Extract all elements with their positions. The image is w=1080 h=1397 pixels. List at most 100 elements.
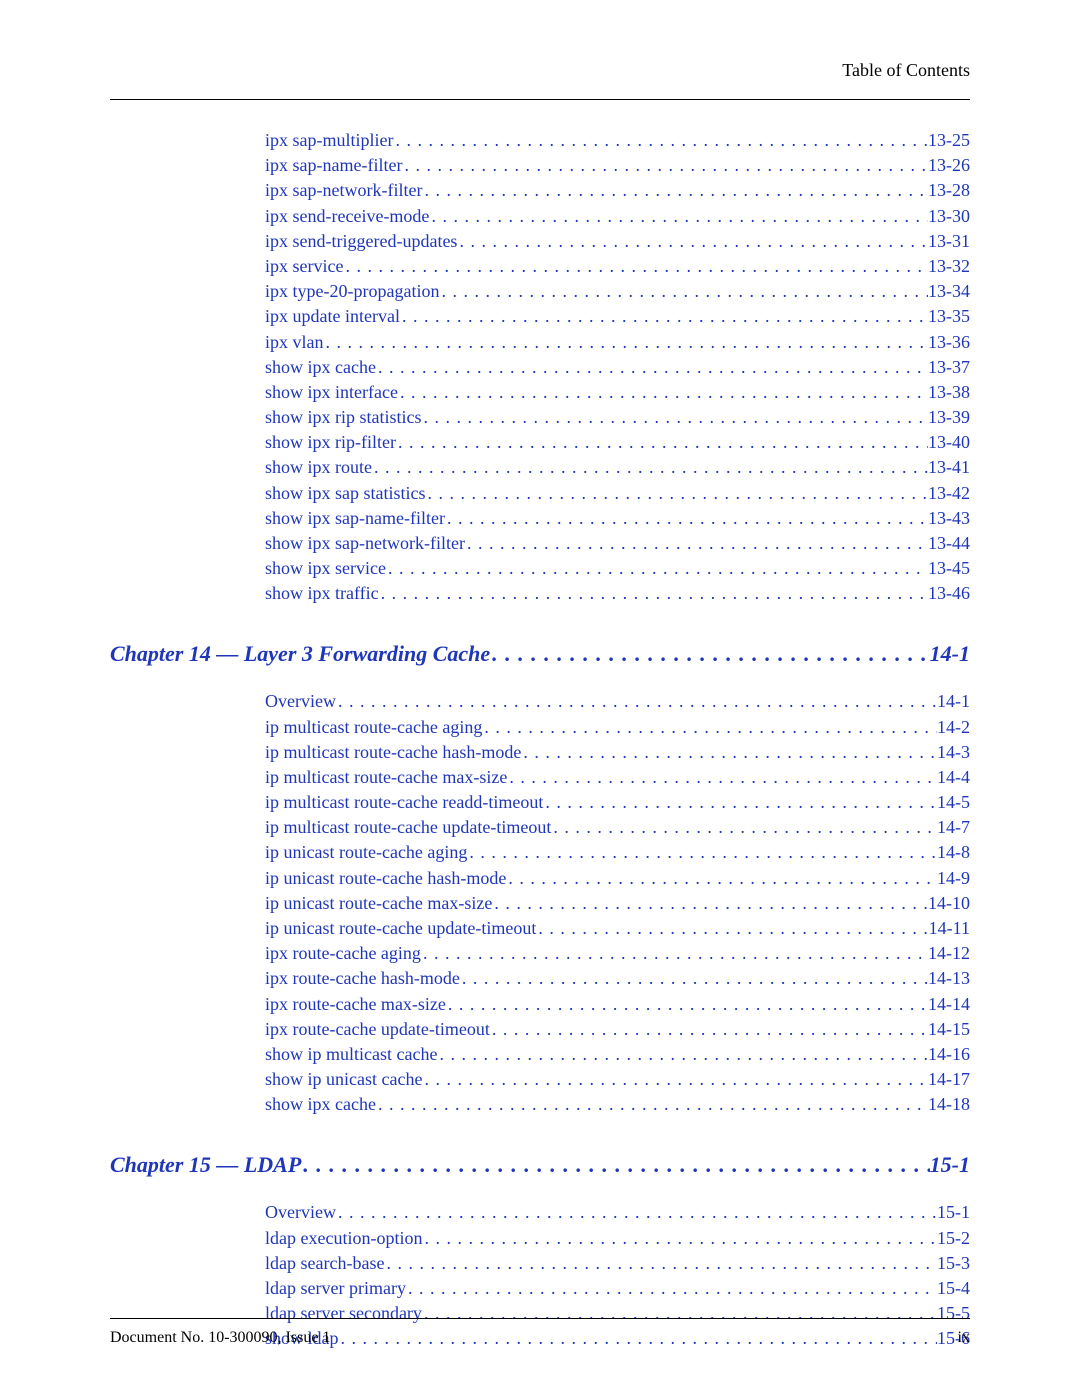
toc-chapter-row[interactable]: Chapter 15 — LDAP . . . . . . . . . . . … [110,1150,970,1181]
toc-entry-row[interactable]: ip multicast route-cache hash-mode . . .… [265,740,970,765]
toc-entry-row[interactable]: show ipx service . . . . . . . . . . . .… [265,556,970,581]
toc-entry-page: 14-5 [937,790,970,815]
toc-entry-page: 15-4 [937,1276,970,1301]
toc-entry-row[interactable]: ipx route-cache max-size . . . . . . . .… [265,992,970,1017]
toc-dot-leader: . . . . . . . . . . . . . . . . . . . . … [396,430,928,455]
toc-dot-leader: . . . . . . . . . . . . . . . . . . . . … [372,455,928,480]
toc-chapter-row[interactable]: Chapter 14 — Layer 3 Forwarding Cache . … [110,639,970,670]
toc-entry-row[interactable]: show ip multicast cache . . . . . . . . … [265,1042,970,1067]
toc-entry-label: ipx send-triggered-updates [265,229,457,254]
toc-entry-label: ipx service [265,254,343,279]
toc-entry-page: 14-14 [928,992,970,1017]
toc-entry-row[interactable]: ip multicast route-cache update-timeout … [265,815,970,840]
toc-entry-row[interactable]: ipx route-cache aging . . . . . . . . . … [265,941,970,966]
toc-entry-page: 13-28 [928,178,970,203]
toc-entry-row[interactable]: ipx service . . . . . . . . . . . . . . … [265,254,970,279]
toc-entry-row[interactable]: ip multicast route-cache aging . . . . .… [265,715,970,740]
toc-entry-row[interactable]: ip unicast route-cache max-size . . . . … [265,891,970,916]
toc-entry-row[interactable]: show ipx sap-name-filter . . . . . . . .… [265,506,970,531]
toc-dot-leader: . . . . . . . . . . . . . . . . . . . . … [460,966,928,991]
toc-entry-row[interactable]: show ipx sap-network-filter . . . . . . … [265,531,970,556]
toc-entry-page: 14-4 [937,765,970,790]
toc-entry-page: 13-34 [928,279,970,304]
header-rule [110,99,970,100]
page-header-title: Table of Contents [110,60,970,81]
toc-dot-leader: . . . . . . . . . . . . . . . . . . . . … [429,204,928,229]
toc-entry-row[interactable]: ldap server primary . . . . . . . . . . … [265,1276,970,1301]
toc-entry-row[interactable]: ip multicast route-cache readd-timeout .… [265,790,970,815]
toc-entry-label: ip multicast route-cache aging [265,715,482,740]
toc-entry-row[interactable]: ipx route-cache hash-mode . . . . . . . … [265,966,970,991]
toc-entry-page: 14-3 [937,740,970,765]
toc-entry-row[interactable]: show ipx rip statistics . . . . . . . . … [265,405,970,430]
toc-entry-row[interactable]: ipx vlan . . . . . . . . . . . . . . . .… [265,330,970,355]
toc-dot-leader: . . . . . . . . . . . . . . . . . . . . … [490,1017,928,1042]
toc-entry-label: ipx sap-name-filter [265,153,402,178]
toc-entry-row[interactable]: Overview . . . . . . . . . . . . . . . .… [265,689,970,714]
toc-entry-row[interactable]: ip multicast route-cache max-size . . . … [265,765,970,790]
table-of-contents: ipx sap-multiplier . . . . . . . . . . .… [110,128,970,1351]
toc-dot-leader: . . . . . . . . . . . . . . . . . . . . … [467,840,937,865]
toc-entry-page: 13-42 [928,481,970,506]
toc-entry-row[interactable]: show ipx interface . . . . . . . . . . .… [265,380,970,405]
toc-entry-page: 13-25 [928,128,970,153]
toc-entry-page: 13-43 [928,506,970,531]
toc-entry-label: show ipx sap-name-filter [265,506,445,531]
toc-entry-row[interactable]: show ip unicast cache . . . . . . . . . … [265,1067,970,1092]
toc-entry-label: ldap search-base [265,1251,384,1276]
toc-entry-page: 13-36 [928,330,970,355]
toc-entry-label: ipx route-cache hash-mode [265,966,460,991]
toc-entry-row[interactable]: ip unicast route-cache update-timeout . … [265,916,970,941]
toc-dot-leader: . . . . . . . . . . . . . . . . . . . . … [393,128,928,153]
toc-entry-page: 13-30 [928,204,970,229]
toc-entry-label: ipx sap-network-filter [265,178,422,203]
toc-entry-page: 14-2 [937,715,970,740]
toc-entry-row[interactable]: ipx sap-network-filter . . . . . . . . .… [265,178,970,203]
toc-dot-leader: . . . . . . . . . . . . . . . . . . . . … [421,941,928,966]
toc-entry-label: Overview [265,1200,336,1225]
toc-entry-label: show ipx route [265,455,372,480]
footer-doc-number: Document No. 10-300090, Issue 1 [110,1329,330,1347]
toc-entry-row[interactable]: ipx route-cache update-timeout . . . . .… [265,1017,970,1042]
toc-entry-label: ipx route-cache max-size [265,992,446,1017]
toc-dot-leader: . . . . . . . . . . . . . . . . . . . . … [379,581,928,606]
toc-entry-label: ip multicast route-cache max-size [265,765,507,790]
toc-entry-row[interactable]: show ipx route . . . . . . . . . . . . .… [265,455,970,480]
toc-entry-page: 14-1 [937,689,970,714]
toc-entry-row[interactable]: show ipx cache . . . . . . . . . . . . .… [265,355,970,380]
toc-entry-row[interactable]: ipx type-20-propagation . . . . . . . . … [265,279,970,304]
toc-entry-row[interactable]: show ipx cache . . . . . . . . . . . . .… [265,1092,970,1117]
toc-entry-label: ipx type-20-propagation [265,279,439,304]
toc-entry-label: ldap server primary [265,1276,406,1301]
toc-entry-row[interactable]: ldap execution-option . . . . . . . . . … [265,1226,970,1251]
toc-entry-row[interactable]: ipx send-triggered-updates . . . . . . .… [265,229,970,254]
toc-dot-leader: . . . . . . . . . . . . . . . . . . . . … [507,765,937,790]
toc-entry-row[interactable]: show ipx rip-filter . . . . . . . . . . … [265,430,970,455]
toc-entry-row[interactable]: ip unicast route-cache hash-mode . . . .… [265,866,970,891]
toc-entry-page: 13-40 [928,430,970,455]
toc-entry-page: 14-15 [928,1017,970,1042]
toc-dot-leader: . . . . . . . . . . . . . . . . . . . . … [551,815,937,840]
toc-entry-row[interactable]: ipx sap-name-filter . . . . . . . . . . … [265,153,970,178]
toc-dot-leader: . . . . . . . . . . . . . . . . . . . . … [402,153,928,178]
toc-entry-page: 15-3 [937,1251,970,1276]
toc-dot-leader: . . . . . . . . . . . . . . . . . . . . … [343,254,928,279]
toc-entry-page: 14-16 [928,1042,970,1067]
toc-entry-row[interactable]: ipx update interval . . . . . . . . . . … [265,304,970,329]
toc-dot-leader: . . . . . . . . . . . . . . . . . . . . … [422,178,928,203]
toc-dot-leader: . . . . . . . . . . . . . . . . . . . . … [437,1042,928,1067]
toc-entry-label: show ipx sap-network-filter [265,531,465,556]
toc-entry-row[interactable]: show ipx sap statistics . . . . . . . . … [265,481,970,506]
toc-entry-row[interactable]: show ipx traffic . . . . . . . . . . . .… [265,581,970,606]
toc-entry-label: show ipx rip statistics [265,405,422,430]
toc-entry-row[interactable]: ipx sap-multiplier . . . . . . . . . . .… [265,128,970,153]
toc-entry-row[interactable]: Overview . . . . . . . . . . . . . . . .… [265,1200,970,1225]
toc-entry-row[interactable]: ipx send-receive-mode . . . . . . . . . … [265,204,970,229]
toc-entry-row[interactable]: ip unicast route-cache aging . . . . . .… [265,840,970,865]
toc-dot-leader: . . . . . . . . . . . . . . . . . . . . … [490,639,930,670]
toc-dot-leader: . . . . . . . . . . . . . . . . . . . . … [426,481,929,506]
toc-entry-row[interactable]: ldap search-base . . . . . . . . . . . .… [265,1251,970,1276]
toc-entry-label: Overview [265,689,336,714]
toc-entry-page: 13-31 [928,229,970,254]
toc-entry-page: 14-7 [937,815,970,840]
